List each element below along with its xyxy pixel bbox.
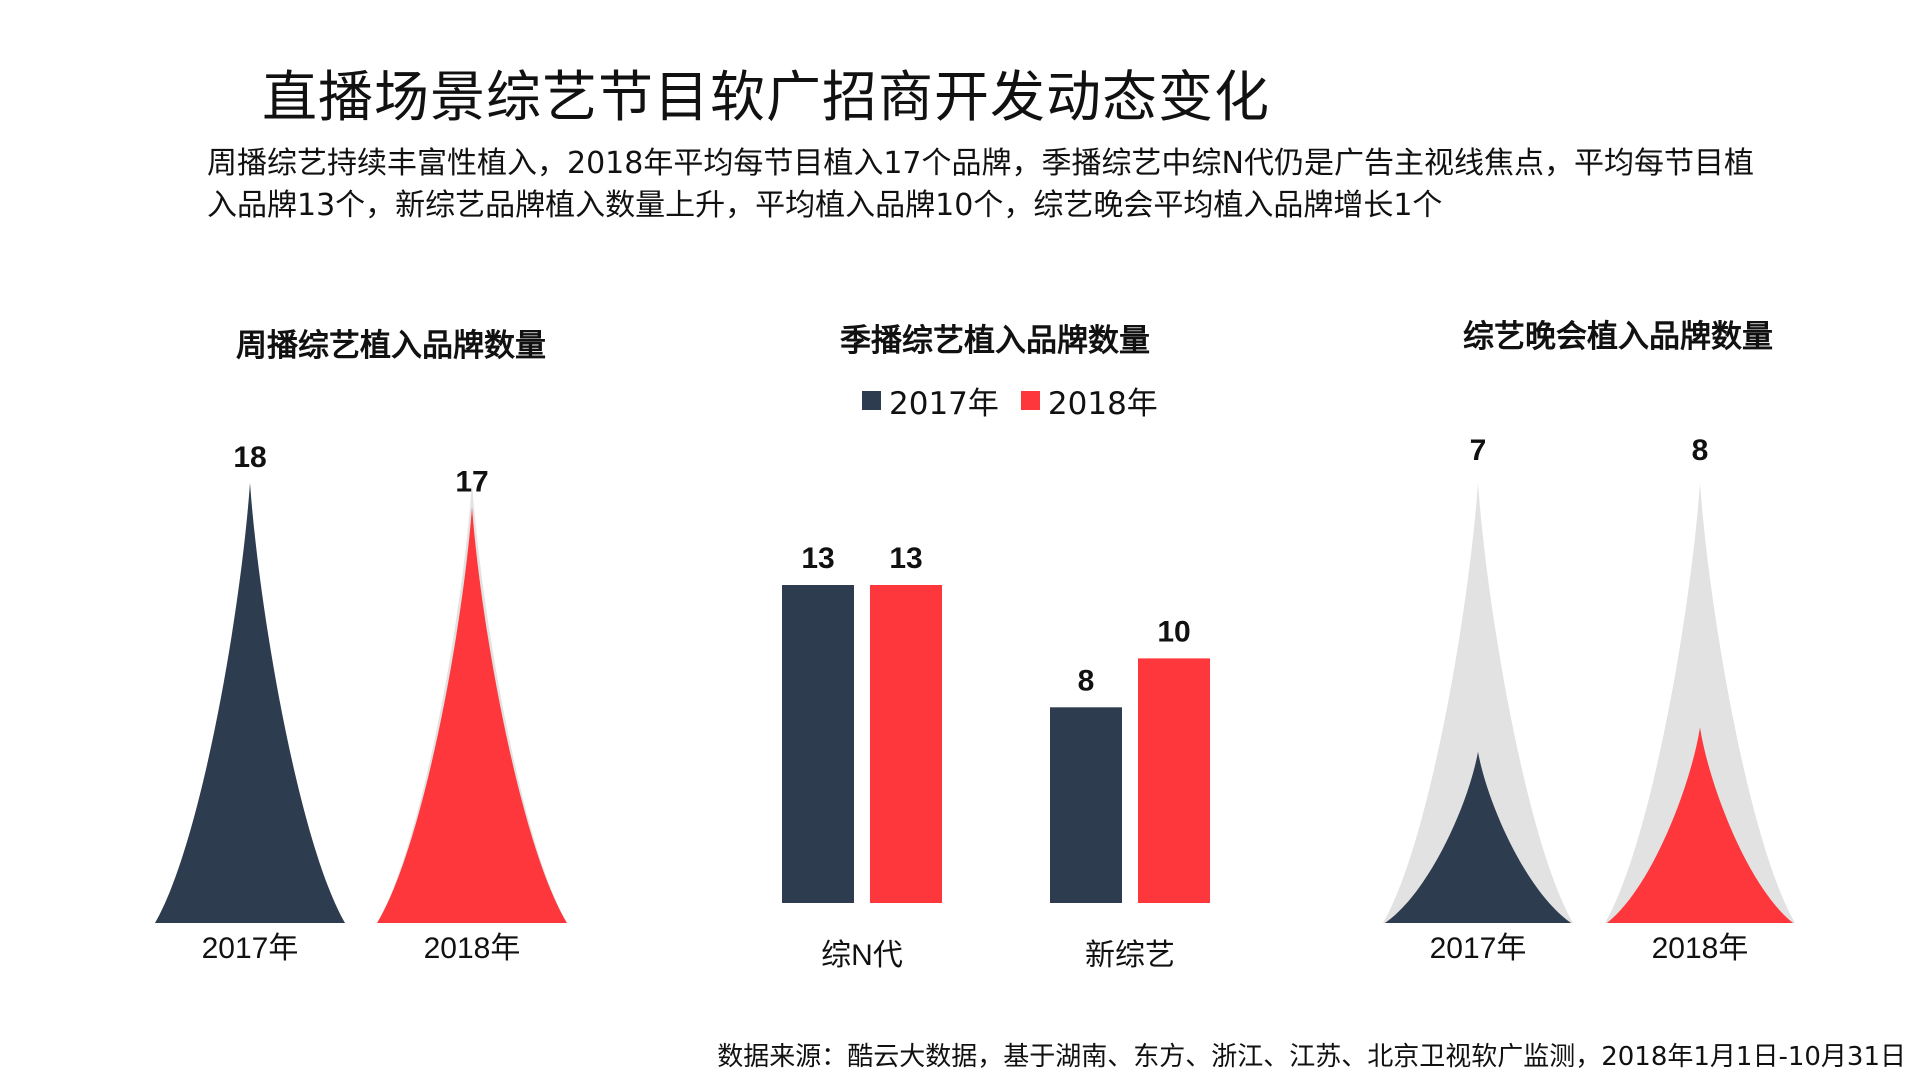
- category-label-seasonal-1: 综N代: [821, 939, 903, 972]
- category-label-seasonal-2: 新综艺: [1085, 939, 1175, 972]
- legend: 2017年 2018年: [862, 378, 1180, 423]
- value-label-weekly-2: 17: [455, 465, 488, 498]
- category-label-weekly-1: 2017年: [202, 932, 299, 965]
- page-subtitle: 周播综艺持续丰富性植入，2018年平均每节目植入17个品牌，季播综艺中综N代仍是…: [207, 146, 1754, 223]
- chart-title-seasonal: 季播综艺植入品牌数量: [840, 323, 1150, 359]
- spike-weekly-1: [155, 483, 345, 923]
- legend-item-2018: 2018年: [1020, 378, 1158, 423]
- chart-title-gala: 综艺晚会植入品牌数量: [1463, 319, 1773, 355]
- bar-seasonal-2-1: [1050, 707, 1122, 903]
- value-label-seasonal-1-2: 13: [889, 542, 922, 575]
- category-label-gala-1: 2017年: [1430, 932, 1527, 965]
- legend-label-2018: 2018年: [1047, 386, 1158, 422]
- bar-seasonal-1-2: [870, 585, 942, 903]
- value-label-gala-2: 8: [1692, 434, 1709, 467]
- legend-item-2017: 2017年: [862, 378, 999, 423]
- chart-title-weekly: 周播综艺植入品牌数量: [236, 328, 546, 364]
- value-label-seasonal-2-2: 10: [1157, 615, 1190, 648]
- value-label-seasonal-2-1: 8: [1078, 664, 1095, 697]
- spike-gala-1: [1384, 751, 1572, 923]
- value-label-gala-1: 7: [1470, 434, 1487, 467]
- page-title: 直播场景综艺节目软广招商开发动态变化: [262, 65, 1271, 129]
- bar-seasonal-1-1: [782, 585, 854, 903]
- bar-seasonal-2-2: [1138, 658, 1210, 903]
- spike-weekly-2: [377, 507, 567, 923]
- value-label-weekly-1: 18: [233, 441, 266, 474]
- spike-ghost-gala-1: [1383, 483, 1573, 923]
- value-label-seasonal-1-1: 13: [801, 542, 834, 575]
- spike-gala-2: [1606, 727, 1794, 923]
- data-source-note: 数据来源：酷云大数据，基于湖南、东方、浙江、江苏、北京卫视软广监测，2018年1…: [717, 1042, 1906, 1072]
- category-label-weekly-2: 2018年: [424, 932, 521, 965]
- category-label-gala-2: 2018年: [1652, 932, 1749, 965]
- legend-label-2017: 2017年: [889, 386, 999, 422]
- legend-swatch-2018: [1020, 391, 1040, 410]
- legend-swatch-2017: [862, 391, 881, 410]
- spike-ghost-gala-2: [1605, 483, 1795, 923]
